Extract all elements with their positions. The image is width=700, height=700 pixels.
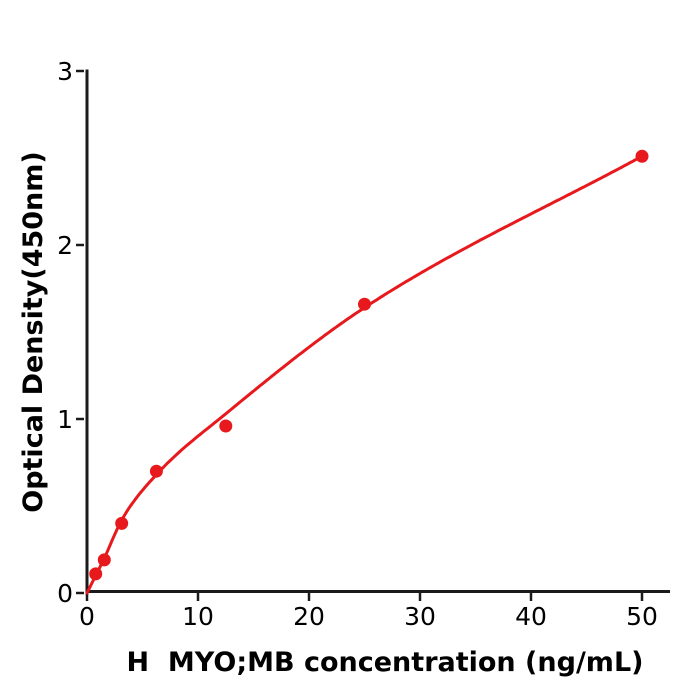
fitted-curve-group [85,154,644,595]
x-tick-label: 40 [515,602,547,631]
y-tick-label: 1 [57,405,73,434]
data-point [635,149,649,163]
x-axis-title: H MYO;MB concentration (ng/mL) [127,647,644,678]
x-tick-label: 0 [79,602,95,631]
x-axis-ticks: 0 10 20 30 40 50 [79,593,658,631]
y-axis-ticks: 0 1 2 3 [57,57,84,608]
x-tick-label: 50 [626,602,658,631]
data-points-group [89,149,649,581]
fit-curve-path [85,154,644,595]
data-point [97,553,111,567]
data-point [358,297,371,311]
data-point [89,567,103,581]
y-tick-label: 3 [57,57,73,86]
x-tick-label: 20 [293,602,325,631]
axes [85,69,670,595]
y-tick-label: 0 [57,579,73,608]
x-tick-label: 10 [182,602,214,631]
data-point [219,419,233,433]
y-tick-label: 2 [57,231,73,260]
x-tick-label: 30 [404,602,436,631]
y-axis-title: Optical Density(450nm) [18,151,49,513]
data-point [115,516,129,530]
data-point [149,464,163,478]
